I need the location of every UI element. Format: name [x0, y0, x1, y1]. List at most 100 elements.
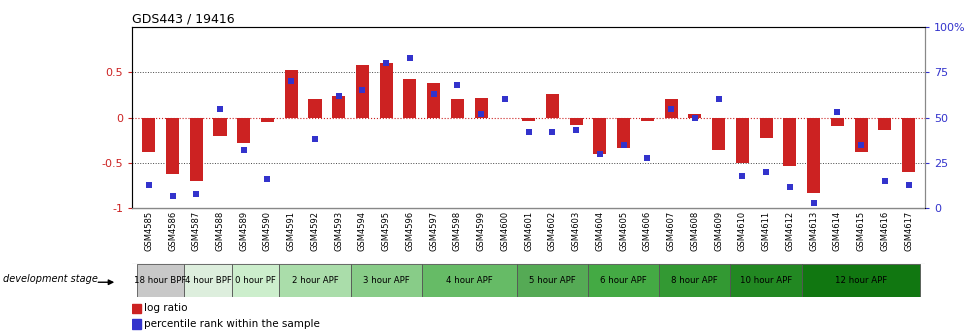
Point: [853, 142, 868, 148]
Text: 4 hour APF: 4 hour APF: [445, 276, 492, 285]
Point: [592, 151, 607, 157]
Text: 0 hour PF: 0 hour PF: [235, 276, 276, 285]
Bar: [350, 264, 422, 297]
Text: log ratio: log ratio: [144, 303, 188, 313]
Point: [164, 193, 180, 198]
Point: [497, 97, 512, 102]
Point: [734, 173, 749, 178]
Bar: [261, 118, 274, 122]
Point: [449, 82, 465, 88]
Point: [710, 97, 726, 102]
Bar: [569, 118, 582, 125]
Text: GSM4597: GSM4597: [428, 211, 438, 251]
Bar: [356, 65, 369, 118]
Point: [900, 182, 915, 187]
Point: [758, 169, 774, 175]
Point: [283, 79, 298, 84]
Bar: [901, 118, 914, 172]
Bar: [588, 264, 658, 297]
Text: GSM4615: GSM4615: [856, 211, 865, 251]
Text: GSM4591: GSM4591: [287, 211, 295, 251]
Bar: [711, 118, 725, 150]
Point: [378, 60, 393, 66]
Text: GSM4593: GSM4593: [333, 211, 343, 251]
Bar: [279, 264, 350, 297]
Point: [687, 115, 702, 120]
Bar: [474, 98, 487, 118]
Bar: [213, 118, 226, 136]
Point: [828, 110, 844, 115]
Bar: [379, 63, 392, 118]
Text: GSM4589: GSM4589: [239, 211, 248, 251]
Text: GSM4602: GSM4602: [548, 211, 556, 251]
Text: 3 hour APF: 3 hour APF: [363, 276, 409, 285]
Bar: [132, 304, 141, 313]
Text: GSM4588: GSM4588: [215, 211, 224, 251]
Text: GSM4614: GSM4614: [832, 211, 841, 251]
Bar: [237, 118, 250, 143]
Text: 10 hour APF: 10 hour APF: [739, 276, 791, 285]
Text: GSM4608: GSM4608: [689, 211, 698, 251]
Bar: [782, 118, 795, 166]
Point: [402, 55, 418, 60]
Bar: [521, 118, 535, 121]
Text: GSM4612: GSM4612: [784, 211, 793, 251]
Bar: [801, 264, 919, 297]
Point: [354, 88, 370, 93]
Bar: [854, 118, 867, 152]
Point: [259, 177, 275, 182]
Bar: [664, 99, 677, 118]
Text: GSM4595: GSM4595: [381, 211, 390, 251]
Bar: [451, 99, 464, 118]
Text: GSM4609: GSM4609: [713, 211, 723, 251]
Bar: [641, 118, 653, 121]
Bar: [426, 83, 440, 118]
Point: [568, 128, 584, 133]
Text: 6 hour APF: 6 hour APF: [600, 276, 646, 285]
Bar: [730, 264, 801, 297]
Point: [236, 148, 251, 153]
Bar: [688, 114, 700, 118]
Text: GSM4592: GSM4592: [310, 211, 319, 251]
Bar: [142, 118, 156, 152]
Text: GSM4604: GSM4604: [595, 211, 603, 251]
Point: [520, 129, 536, 135]
Bar: [735, 118, 748, 163]
Point: [615, 142, 631, 148]
Bar: [132, 319, 141, 329]
Point: [876, 178, 892, 184]
Bar: [806, 118, 820, 193]
Text: GSM4598: GSM4598: [453, 211, 462, 251]
Text: GSM4611: GSM4611: [761, 211, 770, 251]
Text: 12 hour APF: 12 hour APF: [834, 276, 886, 285]
Bar: [137, 264, 184, 297]
Bar: [759, 118, 772, 137]
Text: GSM4585: GSM4585: [144, 211, 154, 251]
Text: GSM4601: GSM4601: [523, 211, 533, 251]
Text: development stage: development stage: [3, 274, 98, 284]
Text: GSM4607: GSM4607: [666, 211, 675, 251]
Point: [425, 91, 441, 97]
Text: GSM4603: GSM4603: [571, 211, 580, 251]
Bar: [616, 118, 630, 148]
Point: [544, 129, 559, 135]
Bar: [166, 118, 179, 174]
Text: GSM4596: GSM4596: [405, 211, 414, 251]
Point: [639, 155, 654, 160]
Text: 4 hour BPF: 4 hour BPF: [185, 276, 232, 285]
Text: GSM4599: GSM4599: [476, 211, 485, 251]
Text: GDS443 / 19416: GDS443 / 19416: [132, 13, 235, 26]
Text: GSM4616: GSM4616: [879, 211, 888, 251]
Bar: [308, 99, 321, 118]
Point: [307, 137, 323, 142]
Point: [472, 111, 488, 117]
Text: GSM4586: GSM4586: [168, 211, 177, 251]
Bar: [830, 118, 843, 126]
Point: [212, 106, 228, 111]
Text: GSM4590: GSM4590: [263, 211, 272, 251]
Text: GSM4613: GSM4613: [808, 211, 818, 251]
Bar: [422, 264, 516, 297]
Text: percentile rank within the sample: percentile rank within the sample: [144, 319, 320, 329]
Text: 8 hour APF: 8 hour APF: [671, 276, 718, 285]
Bar: [516, 264, 588, 297]
